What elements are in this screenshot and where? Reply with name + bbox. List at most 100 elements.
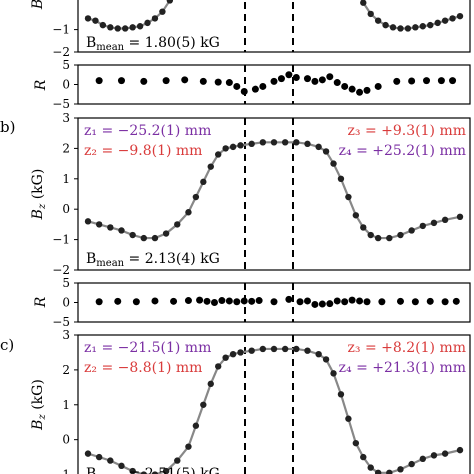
residual-a-point-4 <box>181 76 189 84</box>
panel-a-series-1-point-15 <box>419 23 426 30</box>
panel-b-series-point-19 <box>270 139 278 146</box>
panel-b-bmean: Bmean = 2.13(4) kG <box>86 251 220 269</box>
residual-a-point-2 <box>140 77 148 85</box>
panel-b-series-point-4 <box>129 231 136 239</box>
panel-c-series-point-16 <box>237 349 244 356</box>
panel-a-series-1-point-18 <box>441 17 449 24</box>
residual-a-point-0 <box>95 77 103 85</box>
panel-c-series-point-2 <box>107 457 114 464</box>
panel-b-series-point-21 <box>293 139 300 146</box>
residual-b-point-17 <box>296 298 304 306</box>
panel-b-series-point-35 <box>419 222 426 230</box>
panel-b-series-point-15 <box>229 143 237 151</box>
panel-a-series-1-point-17 <box>434 19 441 27</box>
residual-a-ytick-label-0: 5 <box>62 58 70 72</box>
residual-a-point-10 <box>251 85 259 93</box>
residual-a-point-21 <box>341 82 349 90</box>
residual-a-point-12 <box>270 77 278 85</box>
panel-c-z3-label: z₃ = +8.2(1) mm <box>348 340 466 356</box>
panel-c-series-point-5 <box>140 471 147 474</box>
panel-b-series-point-24 <box>322 148 330 155</box>
panel-b-label: b) <box>0 118 15 136</box>
residual-a-point-5 <box>199 77 207 85</box>
panel-c-series-point-37 <box>441 450 449 457</box>
panel-a-series-0-point-7 <box>136 23 144 30</box>
residual-b-point-2 <box>132 298 140 306</box>
panel-b-series-point-3 <box>118 227 125 234</box>
residual-b-point-12 <box>240 297 248 305</box>
residual-a-point-19 <box>326 73 334 81</box>
panel-b-ytick-label-0: 3 <box>62 111 70 125</box>
panel-a-series-0-point-1 <box>92 17 99 24</box>
residual-b-point-23 <box>341 298 349 306</box>
panel-c-ylabel: Bz (kG) <box>30 379 48 431</box>
panel-a-series-0-point-4 <box>114 25 121 32</box>
panel-c-series-point-12 <box>207 380 214 388</box>
residual-b-point-16 <box>285 295 293 303</box>
panel-c-ytick-label-2: 1 <box>62 398 70 412</box>
panel-a-series-0-point-9 <box>151 15 159 22</box>
residual-a-point-26 <box>393 77 401 85</box>
panel-b-series-point-5 <box>140 234 147 242</box>
panel-a-series-0-point-3 <box>107 24 114 31</box>
residual-b-point-32 <box>452 297 460 305</box>
residual-b-point-11 <box>233 298 241 306</box>
panel-a-ylabel: B <box>30 0 46 10</box>
panel-a-series-0-point-11 <box>166 0 174 4</box>
panel-b-z4-label: z₄ = +25.2(1) mm <box>339 143 466 159</box>
residual-b-point-30 <box>426 297 434 305</box>
residual-b-point-6 <box>196 296 204 304</box>
residual-a-point-29 <box>437 77 445 85</box>
residual-b-point-15 <box>270 298 278 306</box>
residual-a-point-6 <box>214 78 222 86</box>
residual-a-point-24 <box>363 86 371 94</box>
panel-c-series-point-9 <box>185 443 192 450</box>
residual-a-point-17 <box>311 77 319 85</box>
residual-a-point-9 <box>240 88 248 96</box>
panel-c-series-point-21 <box>293 345 300 353</box>
residual-b-point-14 <box>255 297 263 305</box>
panel-b-series-point-13 <box>215 151 222 158</box>
panel-a-series-0-point-6 <box>129 24 136 31</box>
residual-a-point-16 <box>303 75 311 83</box>
panel-b-series-point-32 <box>386 234 393 242</box>
panel-c-series-point-29 <box>360 453 367 461</box>
panel-b-series-point-33 <box>397 231 404 239</box>
panel-b-series-point-25 <box>330 160 337 167</box>
panel-a-frame <box>77 0 471 53</box>
panel-c-label: c) <box>0 336 14 354</box>
panel-a-series-1-point-9 <box>374 17 382 24</box>
panel-c-ytick-label-0: 3 <box>62 328 70 342</box>
panel-a-series-1-point-8 <box>367 10 374 18</box>
panel-a-bmean: Bmean = 1.80(5) kG <box>86 35 220 53</box>
panel-c-ytick-label-3: 0 <box>62 433 70 447</box>
panel-b-ytick-label-1: 2 <box>62 141 70 155</box>
residual-a-ytick-label-1: 0 <box>62 78 70 92</box>
panel-b-frame <box>77 117 471 271</box>
panel-b-series-point-28 <box>352 212 360 219</box>
residual-b-point-27 <box>378 298 386 306</box>
panel-c-series-point-34 <box>408 460 415 468</box>
residual-b-point-22 <box>333 297 341 305</box>
panel-c-series-point-25 <box>330 370 337 377</box>
panel-b-series-point-2 <box>107 224 114 231</box>
panel-c-series-point-27 <box>345 415 352 422</box>
panel-b-series-point-36 <box>430 219 438 227</box>
panel-a-series-1-point-12 <box>397 25 404 32</box>
panel-c-series-point-32 <box>386 469 393 474</box>
panel-c-series-point-22 <box>304 347 311 354</box>
panel-c-z1-label: z₁ = −21.5(1) mm <box>84 340 211 356</box>
panel-c-series-point-18 <box>259 345 267 353</box>
panel-c-ytick-label-4: −1 <box>52 468 70 474</box>
panel-c-series-point-15 <box>229 350 237 358</box>
panel-b-series-point-9 <box>185 209 192 216</box>
panel-b-series-point-38 <box>456 213 464 220</box>
panel-b-series-point-18 <box>259 139 267 146</box>
panel-c-series-point-6 <box>151 471 159 474</box>
panel-c-series-point-1 <box>95 453 103 461</box>
residual-b-point-28 <box>396 297 404 305</box>
panel-b-series-point-29 <box>360 224 367 231</box>
residual-a-point-22 <box>348 85 356 93</box>
residual-a-point-27 <box>408 77 416 85</box>
panel-c-series-point-35 <box>419 455 426 463</box>
